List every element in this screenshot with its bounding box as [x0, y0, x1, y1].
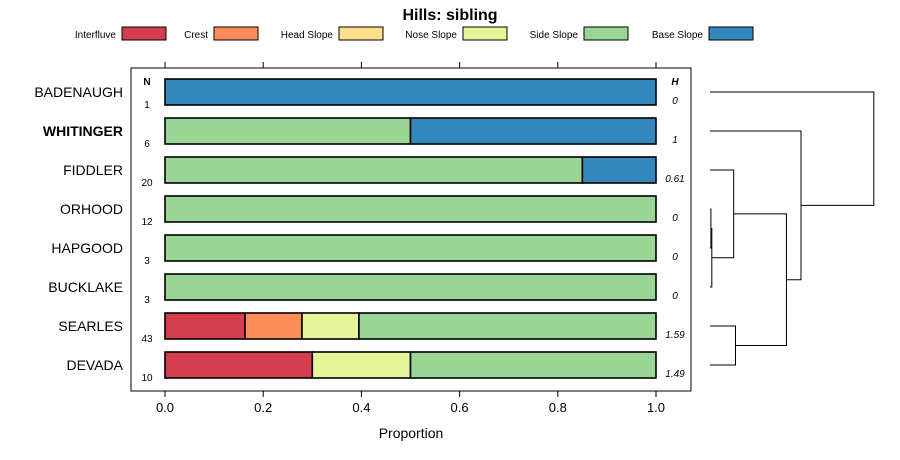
- legend-label: Nose Slope: [405, 30, 457, 41]
- legend-swatch: [213, 26, 259, 41]
- n-value: 43: [141, 334, 153, 345]
- n-value: 1: [144, 100, 150, 111]
- legend-item: Head Slope: [281, 26, 384, 41]
- n-value: 10: [141, 373, 153, 384]
- h-value: 0: [672, 213, 678, 224]
- category-label: ORHOOD: [60, 201, 123, 217]
- bar-row: BADENAUGH 1 0: [34, 78, 678, 111]
- legend-label: Base Slope: [652, 30, 704, 41]
- legend-label: Side Slope: [530, 30, 579, 41]
- legend-swatch: [338, 26, 384, 41]
- legend-item: Nose Slope: [405, 26, 508, 41]
- legend-item: Crest: [184, 26, 259, 41]
- x-axis-title: Proportion: [379, 425, 444, 441]
- bar-segment: [244, 312, 303, 340]
- legend-swatch: [121, 26, 167, 41]
- h-header: H: [671, 77, 679, 88]
- legend-label: Head Slope: [281, 30, 334, 41]
- bar-row: SEARLES 43 1.59: [58, 312, 685, 345]
- x-tick-label: 0.0: [156, 400, 174, 415]
- bar-segment: [164, 117, 412, 145]
- category-label: FIDDLER: [63, 162, 123, 178]
- bar-segment: [311, 351, 412, 379]
- dendrogram: [710, 91, 875, 366]
- x-tick-label: 1.0: [647, 400, 665, 415]
- legend-item: Base Slope: [652, 26, 754, 41]
- legend-swatch: [462, 26, 508, 41]
- bar-segment: [409, 117, 657, 145]
- dendrogram-branch: [733, 213, 787, 346]
- dendrogram-branch: [710, 91, 875, 206]
- category-label: HAPGOOD: [51, 240, 123, 256]
- bar-segment: [358, 312, 657, 340]
- bar-segment: [409, 351, 657, 379]
- dendrogram-branch: [710, 169, 735, 259]
- legend-label: Interfluve: [75, 30, 117, 41]
- category-label: BADENAUGH: [34, 84, 123, 100]
- bar-row: FIDDLER 20 0.61: [63, 156, 685, 189]
- plot-frame: [130, 67, 692, 392]
- bar-segment: [164, 156, 584, 184]
- dendrogram-branch: [710, 208, 712, 249]
- h-value: 0: [672, 96, 678, 107]
- n-value: 6: [144, 139, 150, 150]
- h-value: 1: [672, 135, 678, 146]
- category-label: DEVADA: [66, 357, 123, 373]
- bar-row: WHITINGER 6 1: [43, 117, 678, 150]
- x-tick-label: 0.4: [352, 400, 370, 415]
- chart-title: Hills: sibling: [402, 7, 497, 24]
- x-tick-label: 0.6: [451, 400, 469, 415]
- n-value: 12: [141, 217, 153, 228]
- category-label: BUCKLAKE: [48, 279, 123, 295]
- legend-swatch: [583, 26, 629, 41]
- legend-label: Crest: [184, 30, 208, 41]
- x-axis: 0.0 0.2 0.4 0.6 0.8 1.0: [156, 62, 665, 415]
- n-value: 20: [141, 178, 153, 189]
- h-value: 0.61: [665, 174, 684, 185]
- bar-segment: [164, 78, 657, 106]
- legend-item: Side Slope: [530, 26, 629, 41]
- category-label: SEARLES: [58, 318, 123, 334]
- bar-segment: [164, 312, 246, 340]
- legend-item: Interfluve: [75, 26, 167, 41]
- bar-segment: [164, 351, 314, 379]
- h-value: 0: [672, 252, 678, 263]
- x-tick-label: 0.2: [254, 400, 272, 415]
- bar-segment: [164, 234, 657, 262]
- bar-row: DEVADA 10 1.49: [66, 351, 685, 384]
- bar-row: HAPGOOD 3 0: [51, 234, 678, 267]
- h-value: 0: [672, 291, 678, 302]
- bar-segment: [164, 195, 657, 223]
- category-label: WHITINGER: [43, 123, 123, 139]
- x-tick-label: 0.8: [549, 400, 567, 415]
- bar-segment: [301, 312, 360, 340]
- bar-segment: [164, 273, 657, 301]
- bar-row: BUCKLAKE 3 0: [48, 273, 678, 306]
- legend-swatch: [708, 26, 754, 41]
- n-header: N: [143, 77, 150, 88]
- n-value: 3: [144, 256, 150, 267]
- n-value: 3: [144, 295, 150, 306]
- legend: Interfluve Crest Head Slope Nose Slope Side …: [75, 26, 754, 41]
- bar-segment: [581, 156, 657, 184]
- h-value: 1.59: [665, 330, 685, 341]
- h-value: 1.49: [665, 369, 685, 380]
- dendrogram-branch: [710, 325, 736, 366]
- bar-row: ORHOOD 12 0: [60, 195, 678, 228]
